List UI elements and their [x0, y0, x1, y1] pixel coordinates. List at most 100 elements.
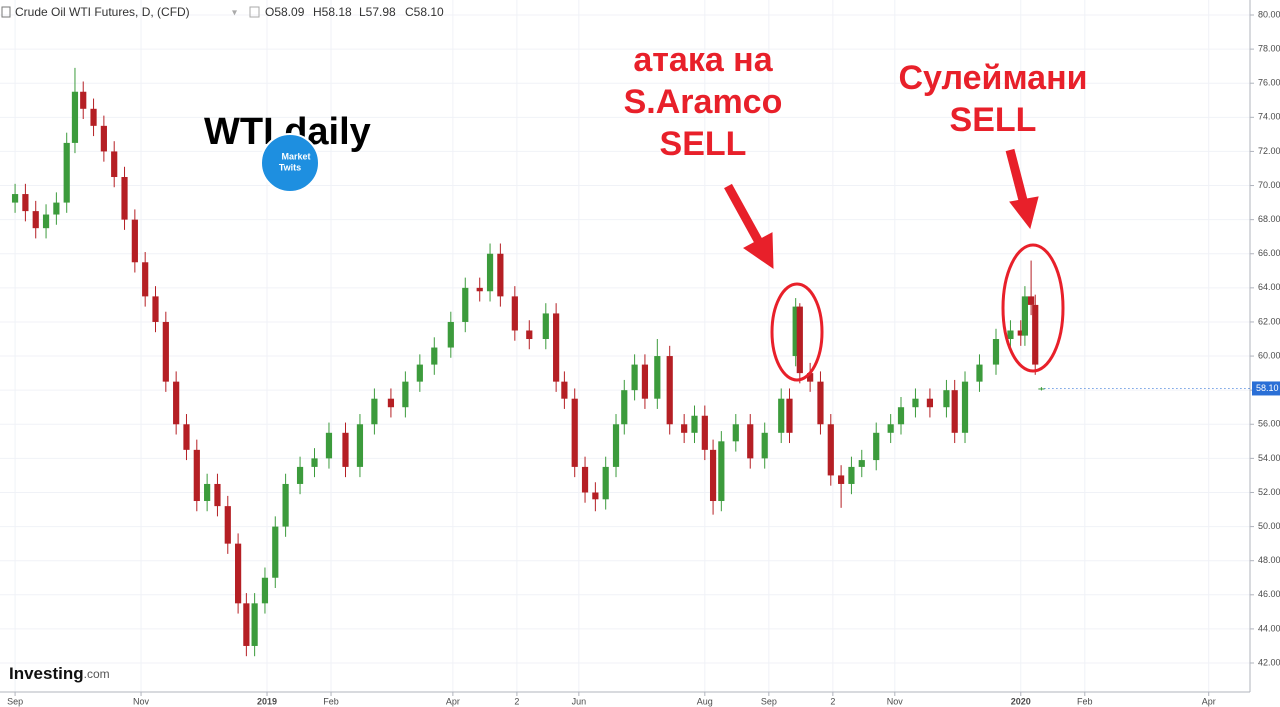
candle-body	[602, 466, 609, 500]
x-tick-label: Nov	[887, 696, 904, 706]
candle-body	[553, 313, 560, 382]
candle-body	[718, 441, 725, 502]
dropdown-icon[interactable]: ▾	[232, 8, 237, 19]
candle-body	[511, 296, 518, 331]
candle-body	[296, 466, 304, 484]
price-label-box	[1252, 381, 1280, 396]
ohlc-close: C58.10	[405, 5, 444, 19]
candle-body	[90, 108, 97, 126]
candle-body	[342, 432, 349, 467]
candle-body	[641, 364, 649, 399]
y-tick-label: 70.00	[1258, 180, 1280, 190]
price-label: 58.10	[1256, 383, 1279, 393]
candle-body	[387, 398, 395, 408]
annotation: S.Aramco	[624, 83, 783, 121]
candle-body	[792, 306, 799, 357]
candle-body	[121, 177, 128, 220]
candle-body	[311, 458, 318, 467]
logo-text: Twits	[279, 162, 301, 172]
candle-body	[709, 449, 717, 502]
candle-body	[961, 381, 969, 433]
candle-body	[431, 347, 438, 365]
candle-body	[204, 483, 211, 502]
candle-body	[447, 321, 454, 348]
candle-body	[32, 211, 39, 229]
candle-body	[325, 432, 333, 459]
candle-body	[1038, 388, 1045, 390]
candle-body	[561, 381, 568, 399]
y-tick-label: 74.00	[1258, 112, 1280, 122]
candle-body	[251, 603, 258, 646]
candle-body	[796, 306, 803, 374]
y-tick-label: 68.00	[1258, 214, 1280, 224]
candle-body	[11, 194, 19, 203]
candle-body	[416, 364, 423, 382]
candle-body	[42, 214, 50, 229]
candle-body	[848, 466, 855, 484]
candle-body	[612, 424, 620, 467]
arrow-head	[743, 232, 774, 269]
candle-body	[631, 364, 638, 391]
candle-body	[162, 321, 169, 382]
candle-body	[272, 526, 279, 578]
candle-body	[1028, 296, 1035, 305]
brand-suffix: .com	[84, 667, 110, 681]
highlight-ellipse	[770, 282, 824, 382]
candle-body	[486, 253, 494, 292]
candle-body	[1032, 304, 1039, 365]
y-tick-label: 46.00	[1258, 589, 1280, 599]
x-tick-label: Aug	[697, 696, 713, 706]
candle-body	[778, 398, 785, 433]
arrow-head	[1009, 196, 1039, 230]
candle-body	[1021, 296, 1029, 336]
y-tick-label: 50.00	[1258, 521, 1280, 531]
candle-body	[691, 415, 698, 433]
highlight-ellipse	[1001, 243, 1065, 373]
x-tick-label: Sep	[7, 696, 23, 706]
candle-body	[63, 142, 70, 203]
candle-body	[224, 506, 231, 544]
y-tick-label: 60.00	[1258, 350, 1280, 360]
x-tick-label: Sep	[761, 696, 777, 706]
annotation: SELL	[950, 101, 1037, 139]
candle-body	[887, 424, 894, 433]
candle-body	[976, 364, 983, 382]
logo-circle	[260, 133, 320, 193]
annotation: атака на	[633, 41, 773, 79]
annotation: Сулеймани	[898, 59, 1087, 97]
candle-body	[761, 432, 768, 459]
x-tick-label: 2019	[257, 696, 277, 706]
candle-body	[542, 313, 549, 340]
candle-body	[152, 296, 159, 322]
candle-body	[235, 543, 242, 604]
x-tick-label: Jun	[572, 696, 587, 706]
candle-body	[22, 194, 29, 212]
y-tick-label: 66.00	[1258, 248, 1280, 258]
arrow-shaft	[724, 183, 764, 247]
candle-body	[282, 483, 289, 527]
arrow-shaft	[1005, 148, 1029, 206]
x-tick-label: 2	[830, 696, 835, 706]
candle-body	[173, 381, 180, 425]
candle-body	[193, 449, 200, 502]
candle-body	[701, 415, 708, 450]
x-tick-label: Feb	[1077, 696, 1093, 706]
candle-body	[142, 262, 149, 297]
candle-body	[1017, 330, 1024, 336]
candle-body	[371, 398, 378, 425]
candle-body	[111, 151, 118, 178]
candle-body	[817, 381, 824, 425]
candle-body	[1007, 330, 1014, 340]
settings-icon[interactable]	[249, 6, 260, 18]
candle-body	[131, 219, 138, 263]
x-tick-label: Apr	[1202, 696, 1216, 706]
candle-body	[681, 424, 688, 433]
candle-body	[951, 390, 958, 433]
y-tick-label: 42.00	[1258, 657, 1280, 667]
candle-body	[666, 356, 673, 425]
candle-body	[53, 202, 60, 215]
symbol: Crude Oil WTI Futures, D, (CFD)	[15, 5, 190, 19]
candle-body	[992, 339, 1000, 365]
candle-body	[497, 253, 504, 297]
annotation: SELL	[660, 125, 747, 163]
